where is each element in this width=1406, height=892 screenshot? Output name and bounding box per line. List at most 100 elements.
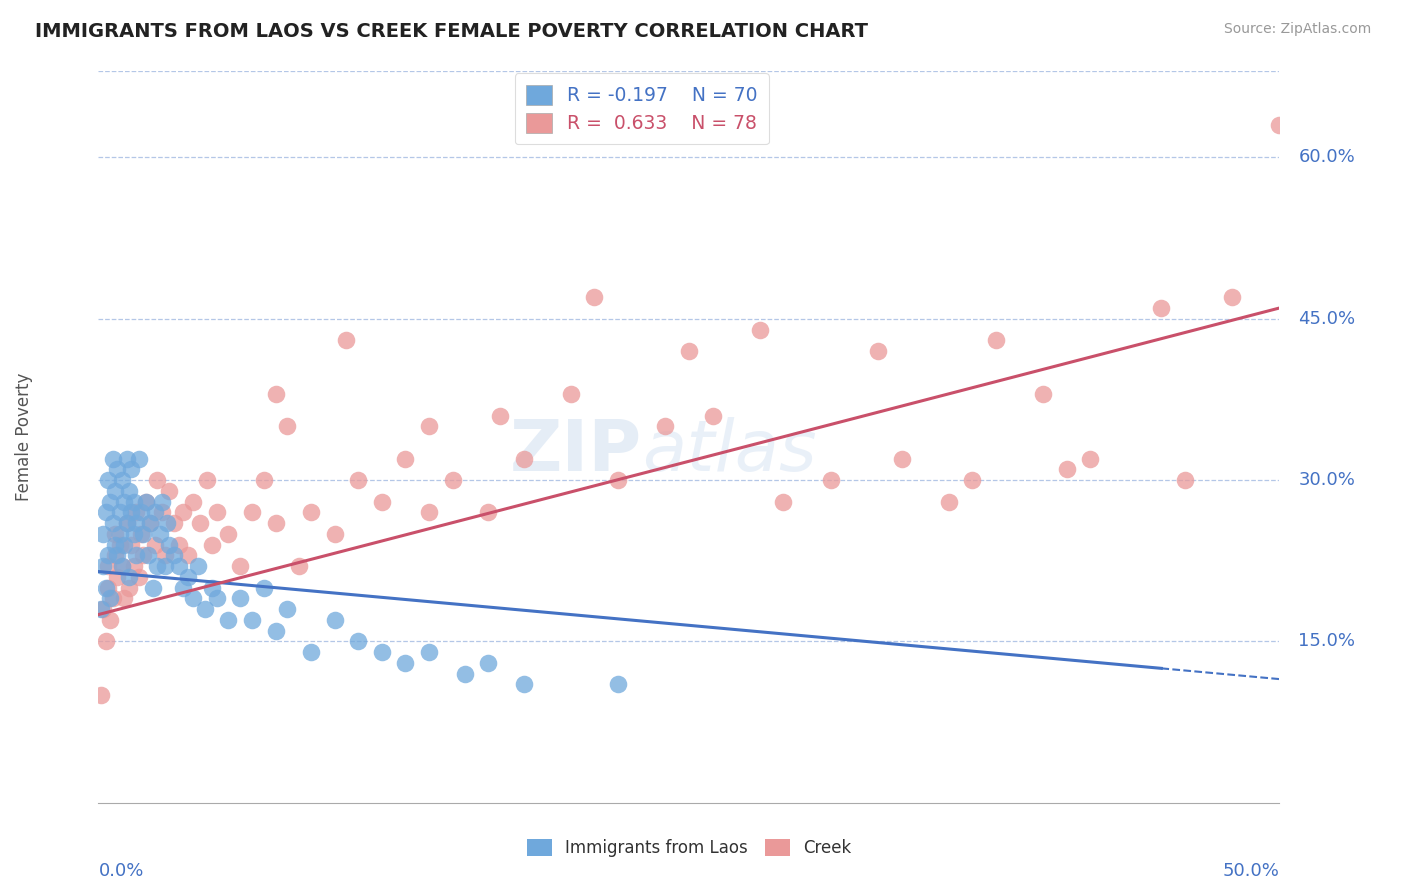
Point [418, 645, 440, 659]
Point [135, 494, 157, 508]
Point [153, 559, 176, 574]
Point [264, 516, 287, 530]
Point [105, 570, 128, 584]
Point [132, 549, 155, 563]
Point [205, 505, 228, 519]
Point [101, 516, 124, 530]
Point [101, 451, 124, 466]
Point [217, 527, 239, 541]
Point [108, 538, 131, 552]
Point [217, 613, 239, 627]
Point [984, 333, 1007, 347]
Point [1056, 462, 1078, 476]
Point [371, 494, 394, 508]
Point [1080, 451, 1102, 466]
Point [335, 333, 357, 347]
Point [115, 516, 138, 530]
Point [101, 591, 124, 606]
Point [121, 538, 143, 552]
Point [512, 677, 534, 691]
Point [253, 473, 276, 487]
Point [146, 473, 169, 487]
Point [607, 677, 630, 691]
Point [512, 451, 534, 466]
Point [394, 656, 416, 670]
Point [323, 613, 346, 627]
Point [866, 344, 889, 359]
Point [1268, 118, 1291, 132]
Point [177, 570, 200, 584]
Point [172, 505, 194, 519]
Point [125, 516, 148, 530]
Point [135, 494, 157, 508]
Point [167, 559, 190, 574]
Point [105, 462, 128, 476]
Point [125, 505, 148, 519]
Point [253, 581, 276, 595]
Point [94, 581, 117, 595]
Point [112, 538, 135, 552]
Point [938, 494, 960, 508]
Point [890, 451, 912, 466]
Point [149, 527, 172, 541]
Point [264, 387, 287, 401]
Point [1220, 290, 1243, 304]
Point [115, 451, 138, 466]
Point [347, 473, 370, 487]
Point [453, 666, 475, 681]
Point [607, 473, 630, 487]
Point [205, 591, 228, 606]
Point [678, 344, 700, 359]
Point [150, 505, 173, 519]
Point [418, 505, 440, 519]
Point [1032, 387, 1054, 401]
Point [157, 538, 180, 552]
Point [229, 591, 252, 606]
Point [94, 505, 117, 519]
Point [583, 290, 606, 304]
Point [181, 591, 204, 606]
Point [146, 559, 169, 574]
Point [240, 505, 263, 519]
Point [129, 505, 152, 519]
Point [323, 527, 346, 541]
Point [132, 527, 155, 541]
Point [108, 527, 131, 541]
Text: atlas: atlas [641, 417, 817, 486]
Point [104, 527, 127, 541]
Point [489, 409, 512, 423]
Point [94, 634, 117, 648]
Point [194, 602, 217, 616]
Point [276, 419, 298, 434]
Point [97, 559, 120, 574]
Point [104, 549, 127, 563]
Point [98, 494, 121, 508]
Point [172, 581, 194, 595]
Point [477, 505, 499, 519]
Point [118, 570, 141, 584]
Text: ZIP: ZIP [509, 417, 641, 486]
Point [477, 656, 499, 670]
Text: 50.0%: 50.0% [1223, 862, 1279, 880]
Point [371, 645, 394, 659]
Point [118, 483, 141, 498]
Point [90, 602, 112, 616]
Point [229, 559, 252, 574]
Point [97, 549, 120, 563]
Point [91, 527, 114, 541]
Point [418, 419, 440, 434]
Point [188, 516, 211, 530]
Point [347, 634, 370, 648]
Point [91, 559, 114, 574]
Point [1150, 301, 1173, 315]
Point [111, 559, 134, 574]
Point [820, 473, 842, 487]
Text: IMMIGRANTS FROM LAOS VS CREEK FEMALE POVERTY CORRELATION CHART: IMMIGRANTS FROM LAOS VS CREEK FEMALE POV… [35, 22, 868, 41]
Point [104, 538, 127, 552]
Point [1174, 473, 1197, 487]
Text: Female Poverty: Female Poverty [15, 373, 34, 501]
Point [121, 505, 143, 519]
Point [299, 505, 322, 519]
Point [142, 581, 165, 595]
Point [150, 494, 173, 508]
